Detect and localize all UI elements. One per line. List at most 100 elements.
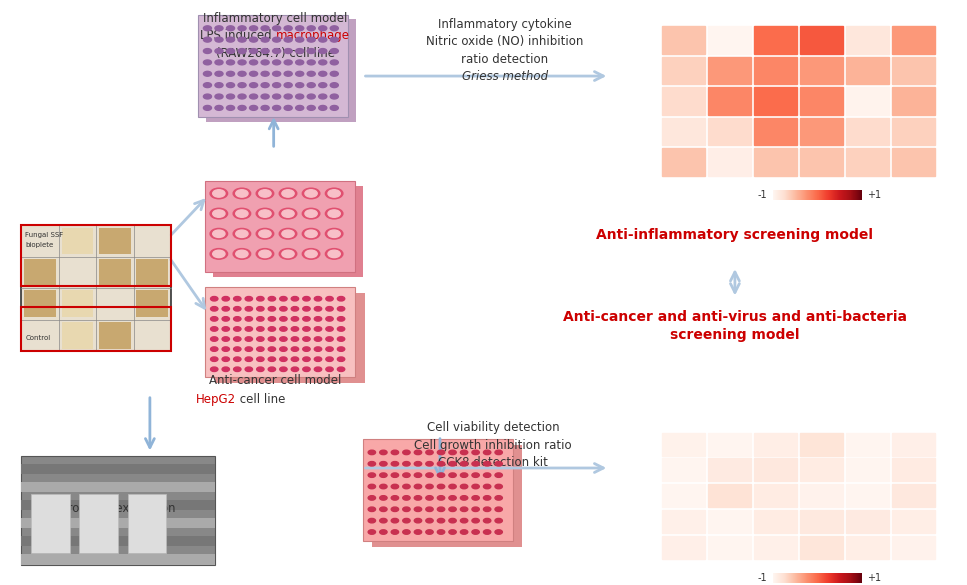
Polygon shape <box>213 186 363 277</box>
Bar <box>21 500 215 510</box>
Circle shape <box>222 307 229 311</box>
Circle shape <box>308 49 315 53</box>
Circle shape <box>460 462 468 466</box>
Bar <box>893 510 935 533</box>
Circle shape <box>226 49 235 53</box>
Circle shape <box>380 495 387 500</box>
Circle shape <box>380 484 387 488</box>
Text: (RAW264.7) cell line: (RAW264.7) cell line <box>216 47 336 60</box>
Bar <box>21 225 171 351</box>
Circle shape <box>303 188 320 199</box>
Circle shape <box>203 49 212 53</box>
Circle shape <box>256 208 274 219</box>
Circle shape <box>238 49 246 53</box>
Circle shape <box>210 228 227 239</box>
Circle shape <box>249 49 257 53</box>
Bar <box>801 57 843 84</box>
Circle shape <box>449 530 456 534</box>
Circle shape <box>337 327 345 331</box>
Circle shape <box>282 250 294 257</box>
Bar <box>846 57 889 84</box>
Circle shape <box>314 316 322 321</box>
Text: macrophage: macrophage <box>276 29 350 42</box>
Circle shape <box>319 105 327 111</box>
Circle shape <box>291 357 299 362</box>
Circle shape <box>236 250 248 257</box>
Circle shape <box>449 507 456 511</box>
Circle shape <box>460 518 468 523</box>
Bar <box>662 148 705 176</box>
Circle shape <box>259 190 271 197</box>
Circle shape <box>233 249 250 259</box>
Circle shape <box>392 530 398 534</box>
Circle shape <box>368 484 375 488</box>
Circle shape <box>449 484 456 488</box>
Circle shape <box>402 473 410 477</box>
Circle shape <box>296 60 304 65</box>
Circle shape <box>337 337 345 341</box>
Circle shape <box>326 367 334 371</box>
Circle shape <box>296 71 304 76</box>
Bar <box>893 484 935 507</box>
Circle shape <box>268 327 276 331</box>
Circle shape <box>238 71 246 76</box>
Circle shape <box>392 507 398 511</box>
Circle shape <box>495 462 503 466</box>
Circle shape <box>203 71 212 76</box>
Bar <box>846 148 889 176</box>
Circle shape <box>268 347 276 352</box>
Circle shape <box>337 316 345 321</box>
Circle shape <box>211 357 218 362</box>
Circle shape <box>414 450 422 455</box>
Circle shape <box>203 37 212 42</box>
Circle shape <box>296 94 304 99</box>
Circle shape <box>226 26 235 31</box>
Circle shape <box>284 49 292 53</box>
Circle shape <box>460 530 468 534</box>
Bar <box>893 87 935 115</box>
Circle shape <box>460 473 468 477</box>
Circle shape <box>203 105 212 111</box>
Circle shape <box>279 249 297 259</box>
Circle shape <box>328 210 340 217</box>
Circle shape <box>380 518 387 523</box>
Circle shape <box>256 228 274 239</box>
Circle shape <box>279 228 297 239</box>
Circle shape <box>211 337 218 341</box>
Circle shape <box>437 530 445 534</box>
Circle shape <box>249 71 257 76</box>
Bar <box>662 535 705 559</box>
Circle shape <box>210 188 227 199</box>
Circle shape <box>414 507 422 511</box>
Circle shape <box>234 327 241 331</box>
Circle shape <box>484 484 491 488</box>
Text: products extraction: products extraction <box>60 502 176 515</box>
Circle shape <box>233 208 250 219</box>
Text: Control: Control <box>25 335 50 341</box>
Circle shape <box>319 71 327 76</box>
Circle shape <box>380 507 387 511</box>
Circle shape <box>296 49 304 53</box>
Circle shape <box>261 49 269 53</box>
Circle shape <box>261 82 269 88</box>
Circle shape <box>213 250 225 257</box>
Circle shape <box>245 327 252 331</box>
Polygon shape <box>372 445 522 547</box>
Circle shape <box>325 188 343 199</box>
Circle shape <box>273 37 280 42</box>
Bar <box>708 432 751 456</box>
Circle shape <box>213 190 225 197</box>
Circle shape <box>226 37 235 42</box>
Circle shape <box>326 347 334 352</box>
Bar <box>662 26 705 54</box>
Circle shape <box>279 307 287 311</box>
Bar <box>662 510 705 533</box>
Circle shape <box>273 49 280 53</box>
Text: -1: -1 <box>757 190 767 200</box>
Bar <box>893 535 935 559</box>
Circle shape <box>245 367 252 371</box>
Text: +1: +1 <box>866 190 881 200</box>
Bar <box>801 26 843 54</box>
Circle shape <box>319 26 327 31</box>
Circle shape <box>273 26 280 31</box>
